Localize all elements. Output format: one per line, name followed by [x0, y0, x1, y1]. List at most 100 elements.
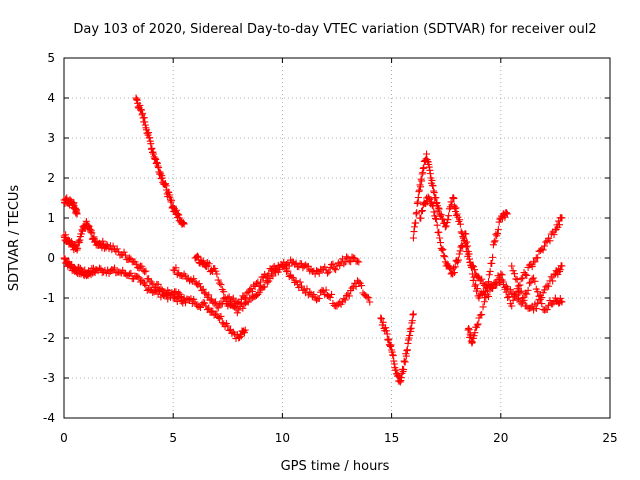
data-point	[437, 244, 445, 252]
data-point	[502, 288, 510, 296]
data-point	[465, 250, 473, 258]
data-point	[235, 306, 243, 314]
data-point	[488, 259, 496, 267]
data-point	[506, 286, 514, 294]
data-point	[534, 288, 542, 296]
data-point	[485, 293, 493, 301]
data-point	[239, 304, 247, 312]
data-point	[332, 266, 340, 274]
data-point	[352, 282, 360, 290]
data-point	[241, 326, 249, 334]
data-point	[154, 280, 162, 288]
data-point	[420, 164, 428, 172]
data-point	[549, 277, 557, 285]
x-tick-label: 5	[169, 431, 177, 445]
data-point	[326, 293, 334, 301]
data-point	[244, 298, 252, 306]
data-point	[298, 282, 306, 290]
data-point	[430, 208, 438, 216]
data-point	[528, 263, 536, 271]
data-point	[425, 194, 433, 202]
series-arc4	[132, 94, 188, 228]
data-point	[138, 262, 146, 270]
data-point	[525, 279, 533, 287]
data-point	[428, 201, 436, 209]
y-tick-label: -3	[43, 371, 55, 385]
data-point	[254, 290, 262, 298]
data-point	[503, 210, 511, 218]
data-point	[401, 358, 409, 366]
data-point	[492, 230, 500, 238]
plot-frame	[63, 57, 611, 419]
data-point	[429, 202, 437, 210]
data-point	[501, 283, 509, 291]
data-point	[534, 254, 542, 262]
data-point	[521, 270, 529, 278]
data-point	[282, 268, 290, 276]
data-point	[453, 210, 461, 218]
data-point	[454, 256, 462, 264]
data-point	[126, 270, 134, 278]
data-point	[103, 241, 111, 249]
data-point	[491, 281, 499, 289]
data-point	[345, 292, 353, 300]
data-point	[292, 277, 300, 285]
data-point	[62, 231, 70, 239]
data-point	[120, 248, 128, 256]
data-point	[99, 237, 107, 245]
data-point	[543, 306, 551, 314]
data-point	[126, 254, 134, 262]
data-point	[463, 242, 471, 250]
data-point	[420, 199, 428, 207]
data-point	[527, 278, 535, 286]
data-point	[516, 281, 524, 289]
series-arc9	[416, 193, 511, 302]
data-point	[456, 220, 464, 228]
data-point	[377, 314, 385, 322]
data-point	[240, 293, 248, 301]
data-point	[379, 318, 387, 326]
data-point	[476, 311, 484, 319]
data-point	[509, 267, 517, 275]
data-point	[445, 212, 453, 220]
data-point	[75, 263, 83, 271]
data-point	[193, 252, 201, 260]
data-point	[530, 274, 538, 282]
data-point	[217, 312, 225, 320]
y-tick-label: -4	[43, 411, 55, 425]
data-point	[413, 209, 421, 217]
data-point	[446, 265, 454, 273]
data-point	[491, 237, 499, 245]
data-point	[470, 332, 478, 340]
data-point	[328, 290, 336, 298]
data-point	[512, 275, 520, 283]
y-tick-label: 2	[47, 171, 55, 185]
data-point	[418, 177, 426, 185]
data-point	[214, 276, 222, 284]
data-point	[532, 305, 540, 313]
data-point	[536, 292, 544, 300]
data-point	[329, 260, 337, 268]
data-point	[558, 262, 566, 270]
data-point	[195, 280, 203, 288]
data-point	[494, 229, 502, 237]
data-point	[457, 243, 465, 251]
data-point	[485, 281, 493, 289]
data-point	[519, 294, 527, 302]
y-tick-label: 5	[47, 51, 55, 65]
data-point	[274, 268, 282, 276]
data-point	[440, 252, 448, 260]
data-point	[457, 228, 465, 236]
data-point	[213, 270, 221, 278]
data-point	[497, 270, 505, 278]
y-tick-label: 1	[47, 211, 55, 225]
data-point	[231, 303, 239, 311]
data-point	[348, 284, 356, 292]
data-point	[240, 327, 248, 335]
data-point	[441, 223, 449, 231]
data-point	[523, 271, 531, 279]
data-point	[540, 286, 548, 294]
data-point	[341, 296, 349, 304]
